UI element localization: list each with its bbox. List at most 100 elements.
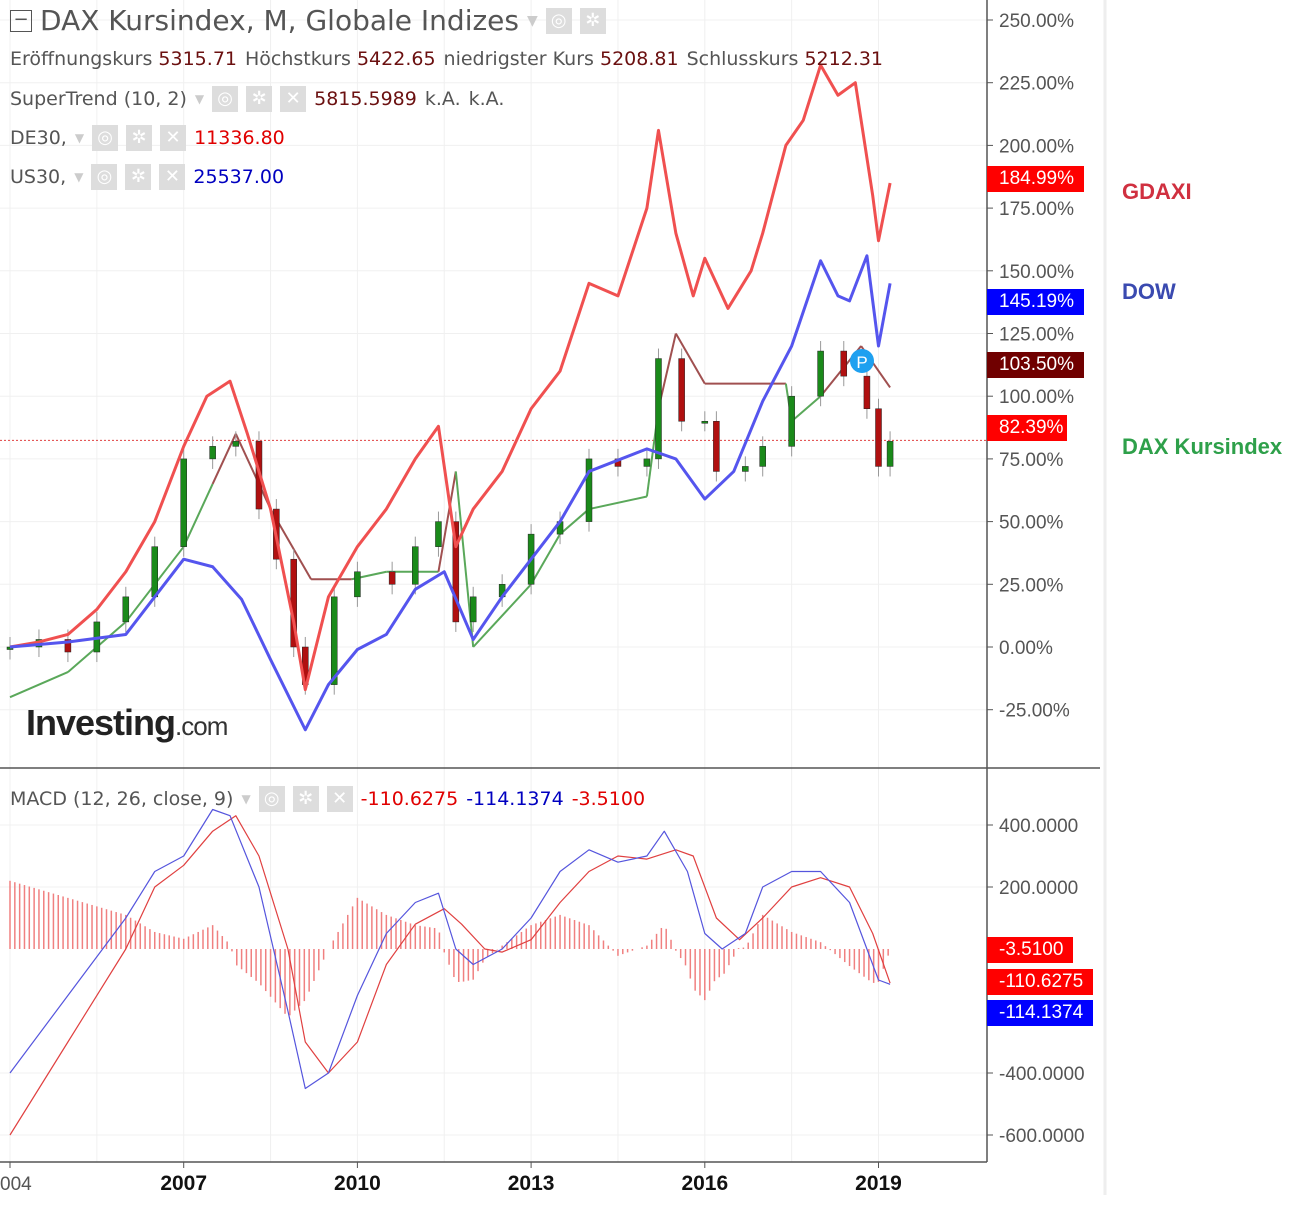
x-tick-label: 2007 [160, 1172, 207, 1195]
close-icon[interactable]: ✕ [280, 86, 307, 112]
supertrend-segment [182, 483, 214, 548]
candle-body [863, 375, 871, 409]
y-tick-label: 25.00% [999, 575, 1064, 596]
candle-body [452, 521, 460, 623]
pivot-marker-icon [850, 349, 874, 373]
candle-body [840, 350, 848, 377]
gdaxi-line [9, 63, 892, 692]
x-tick-label: 2016 [681, 1172, 728, 1195]
eye-icon[interactable]: ◎ [258, 786, 285, 812]
macd-value-1: -110.6275 [360, 788, 459, 810]
ohlc-legend: Eröffnungskurs 5315.71 Höchstkurs 5422.6… [10, 48, 883, 70]
macd-signal-line [9, 815, 891, 1136]
supertrend-segment [234, 433, 272, 510]
low-value: 5208.81 [599, 48, 679, 70]
close-icon[interactable]: ✕ [326, 786, 353, 812]
candle-body [469, 596, 477, 623]
gear-icon[interactable]: ✲ [246, 86, 273, 112]
high-value: 5422.65 [356, 48, 436, 70]
macd-label: MACD (12, 26, close, 9) [10, 788, 234, 810]
y-tick-label: -25.00% [999, 701, 1070, 722]
supertrend-segment [472, 583, 532, 648]
macd-y-tick-label: 400.0000 [999, 816, 1078, 837]
dax-price-tag: 82.39% [987, 415, 1068, 441]
low-label: niedrigster Kurs [443, 48, 594, 70]
candle-body [180, 458, 187, 547]
candle-body [585, 458, 593, 522]
y-tick-label: 100.00% [999, 387, 1074, 408]
macd-y-tick-label: -600.0000 [999, 1126, 1085, 1147]
chevron-down-icon[interactable]: ▼ [74, 131, 85, 145]
supertrend-segment [674, 333, 706, 385]
pivot-marker-label: P [856, 353, 867, 372]
macd-legend: MACD (12, 26, close, 9) ▼ ◎ ✲ ✕ -110.6275 … [10, 786, 645, 812]
candle-body [388, 571, 396, 585]
macd-signal-tag: -110.6275 [987, 969, 1094, 995]
candle-body [678, 358, 685, 422]
dow-price-tag: 145.19% [987, 289, 1085, 315]
candle-body [354, 571, 361, 598]
supertrend-segment [530, 533, 561, 585]
candle-body [701, 421, 709, 424]
close-icon[interactable]: ✕ [159, 164, 186, 190]
eye-icon[interactable]: ◎ [545, 7, 572, 34]
macd-y-tick-label: -400.0000 [999, 1064, 1085, 1085]
y-tick-label: 175.00% [999, 199, 1074, 220]
open-label: Eröffnungskurs [10, 48, 153, 70]
supertrend-segment [9, 671, 69, 699]
logo-text: Investing [26, 702, 176, 743]
y-tick-label: 225.00% [999, 74, 1074, 95]
dow-line [9, 254, 892, 732]
chevron-down-icon[interactable]: ▼ [527, 12, 538, 29]
chevron-down-icon[interactable]: ▼ [74, 170, 84, 184]
candle-body [151, 546, 158, 598]
supertrend-price-tag: 103.50% [987, 352, 1085, 378]
candle-body [330, 596, 338, 685]
candle-body [64, 639, 72, 653]
supertrend-segment [790, 395, 822, 423]
x-tick-label: 2019 [855, 1172, 902, 1195]
gear-icon[interactable]: ✲ [126, 125, 153, 151]
candle-body [713, 421, 720, 472]
eye-icon[interactable]: ◎ [212, 86, 239, 112]
gdaxi-price-tag: 184.99% [987, 166, 1085, 192]
supertrend-label: SuperTrend (10, 2) [10, 88, 187, 110]
candle-body [122, 596, 130, 623]
x-tick-label: 2013 [508, 1172, 555, 1195]
eye-icon[interactable]: ◎ [92, 125, 119, 151]
us30-label: US30, [10, 166, 67, 188]
candle-body [435, 521, 442, 547]
de30-value: 11336.80 [194, 127, 285, 149]
title-text: DAX Kursindex, M, Globale Indizes [40, 4, 519, 37]
candle-body [232, 441, 240, 447]
chevron-down-icon[interactable]: ▼ [241, 792, 251, 806]
supertrend-segment [559, 508, 590, 535]
y-tick-label: 250.00% [999, 11, 1074, 32]
supertrend-value-3: k.A. [468, 88, 505, 110]
us30-value: 25537.00 [193, 166, 285, 188]
x-tick-label: 2010 [334, 1172, 381, 1195]
close-value: 5212.31 [804, 48, 884, 70]
eye-icon[interactable]: ◎ [91, 164, 118, 190]
macd-hist-tag: -3.5100 [987, 937, 1074, 963]
y-tick-label: 0.00% [999, 638, 1053, 659]
investing-logo: Investing.com [26, 702, 228, 744]
macd-value-3: -3.5100 [571, 788, 646, 810]
logo-suffix: .com [175, 711, 228, 741]
candle-body [875, 408, 882, 467]
close-label: Schlusskurs [686, 48, 799, 70]
y-tick-label: 50.00% [999, 513, 1064, 534]
gear-icon[interactable]: ✲ [125, 164, 152, 190]
macd-line [9, 808, 891, 1090]
chevron-down-icon[interactable]: ▼ [194, 92, 205, 106]
de30-label: DE30, [10, 127, 67, 149]
high-label: Höchstkurs [245, 48, 351, 70]
close-icon[interactable]: ✕ [160, 125, 187, 151]
y-tick-label: 200.00% [999, 136, 1074, 157]
y-tick-label: 150.00% [999, 262, 1074, 283]
gear-icon[interactable]: ✲ [292, 786, 319, 812]
collapse-icon[interactable]: − [10, 9, 32, 32]
supertrend-segment [588, 495, 648, 511]
gear-icon[interactable]: ✲ [579, 7, 606, 34]
